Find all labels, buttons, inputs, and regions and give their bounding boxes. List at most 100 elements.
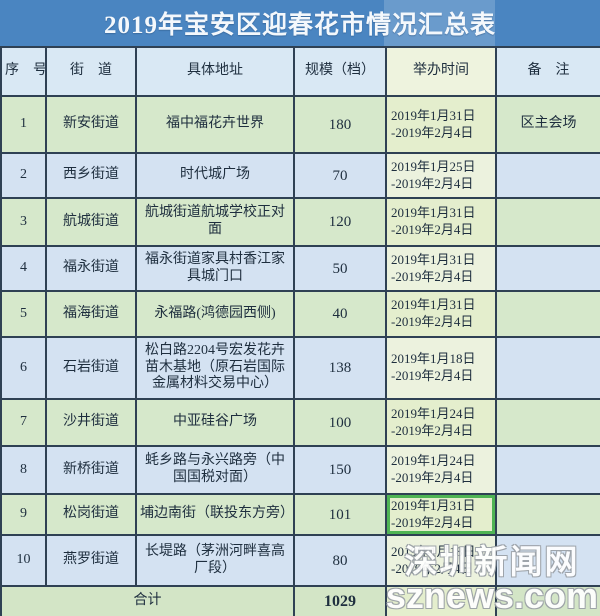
cell-address: 福中福花卉世界 — [135, 95, 295, 154]
cell-no: 2 — [0, 152, 47, 199]
time-line-2: -2019年2月4日 — [391, 560, 474, 576]
time-line-1: 2019年1月18日 — [391, 543, 476, 559]
table-row: 2 西乡街道 时代城广场 70 2019年1月25日 -2019年2月4日 — [0, 152, 600, 199]
cell-no: 7 — [0, 398, 47, 447]
cell-scale: 101 — [293, 493, 387, 536]
cell-no: 1 — [0, 95, 47, 154]
table-row: 8 新桥街道 蚝乡路与永兴路旁（中国国税对面） 150 2019年1月24日 -… — [0, 445, 600, 495]
time-line-2: -2019年2月4日 — [391, 314, 474, 329]
title-bar: 2019年宝安区迎春花市情况汇总表 — [0, 0, 600, 46]
cell-address: 中亚硅谷广场 — [135, 398, 295, 447]
cell-time: 2019年1月24日 -2019年2月4日 — [385, 445, 497, 495]
time-line-1: 2019年1月31日 — [391, 497, 476, 513]
cell-street: 新桥街道 — [45, 445, 137, 495]
cell-address: 航城街道航城学校正对面 — [135, 197, 295, 247]
cell-scale: 80 — [293, 534, 387, 587]
cell-no: 4 — [0, 245, 47, 292]
cell-scale: 180 — [293, 95, 387, 154]
cell-scale: 100 — [293, 398, 387, 447]
table-row: 7 沙井街道 中亚硅谷广场 100 2019年1月24日 -2019年2月4日 — [0, 398, 600, 447]
cell-address: 永福路(鸿德园西侧) — [135, 290, 295, 338]
time-line-2: -2019年2月4日 — [391, 470, 474, 485]
cell-no: 10 — [0, 534, 47, 587]
cell-street: 石岩街道 — [45, 336, 137, 400]
cell-remark — [495, 290, 600, 338]
table-row: 6 石岩街道 松白路2204号宏发花卉苗木基地（原石岩国际金属材料交易中心） 1… — [0, 336, 600, 400]
table-row: 10 燕罗街道 长堤路（茅洲河畔喜高厂段） 80 2019年1月18日 -201… — [0, 534, 600, 587]
cell-remark — [495, 493, 600, 536]
col-header-scale: 规模（档） — [293, 46, 387, 97]
cell-scale: 70 — [293, 152, 387, 199]
cell-time: 2019年1月31日 -2019年2月4日 — [385, 245, 497, 292]
cell-address: 埔边南街（联投东方旁） — [135, 493, 295, 536]
total-value: 1029 — [293, 585, 387, 616]
cell-time: 2019年1月31日 -2019年2月4日 — [385, 197, 497, 247]
cell-street: 航城街道 — [45, 197, 137, 247]
cell-street: 西乡街道 — [45, 152, 137, 199]
total-time-empty — [385, 585, 497, 616]
cell-no: 5 — [0, 290, 47, 338]
time-line-2: -2019年2月4日 — [391, 368, 474, 383]
cell-time: 2019年1月31日 -2019年2月4日 — [385, 95, 497, 154]
page-title: 2019年宝安区迎春花市情况汇总表 — [103, 12, 496, 39]
selected-time-cell: 2019年1月31日 -2019年2月4日 — [385, 493, 497, 536]
header-row: 序 号 街 道 具体地址 规模（档） 举办时间 备 注 — [0, 46, 600, 97]
time-line-2: -2019年2月4日 — [391, 514, 474, 530]
table-row: 4 福永街道 福永街道家具村香江家具城门口 50 2019年1月31日 -201… — [0, 245, 600, 292]
cell-address: 长堤路（茅洲河畔喜高厂段） — [135, 534, 295, 587]
cell-remark: 区主会场 — [495, 95, 600, 154]
cell-scale: 40 — [293, 290, 387, 338]
total-row: 合计 1029 — [0, 585, 600, 616]
cell-time: 2019年1月24日 -2019年2月4日 — [385, 398, 497, 447]
cell-remark — [495, 445, 600, 495]
total-label: 合计 — [0, 585, 295, 616]
summary-table: 序 号 街 道 具体地址 规模（档） 举办时间 备 注 1 新安街道 福中福花卉… — [0, 46, 600, 616]
cell-remark — [495, 336, 600, 400]
cell-no: 6 — [0, 336, 47, 400]
time-line-1: 2019年1月31日 — [391, 107, 476, 123]
col-header-time: 举办时间 — [385, 46, 497, 97]
cell-street: 新安街道 — [45, 95, 137, 154]
col-header-address: 具体地址 — [135, 46, 295, 97]
col-header-no: 序 号 — [0, 46, 47, 97]
cell-street: 沙井街道 — [45, 398, 137, 447]
cell-scale: 138 — [293, 336, 387, 400]
table-row: 5 福海街道 永福路(鸿德园西侧) 40 2019年1月31日 -2019年2月… — [0, 290, 600, 338]
cell-time: 2019年1月25日 -2019年2月4日 — [385, 152, 497, 199]
cell-street: 燕罗街道 — [45, 534, 137, 587]
cell-address: 松白路2204号宏发花卉苗木基地（原石岩国际金属材料交易中心） — [135, 336, 295, 400]
cell-address: 蚝乡路与永兴路旁（中国国税对面） — [135, 445, 295, 495]
cell-no: 3 — [0, 197, 47, 247]
cell-remark — [495, 398, 600, 447]
time-line-1: 2019年1月24日 — [391, 405, 476, 421]
time-line-1: 2019年1月31日 — [391, 297, 476, 313]
cell-scale: 50 — [293, 245, 387, 292]
cell-time: 2019年1月18日 -2019年2月4日 — [385, 534, 497, 587]
cell-street: 松岗街道 — [45, 493, 137, 536]
title-highlight-band — [384, 0, 495, 46]
cell-no: 8 — [0, 445, 47, 495]
time-line-1: 2019年1月31日 — [391, 251, 476, 267]
cell-time: 2019年1月18日 -2019年2月4日 — [385, 336, 497, 400]
time-line-2: -2019年2月4日 — [391, 422, 474, 438]
cell-street: 福海街道 — [45, 290, 137, 338]
time-line-1: 2019年1月25日 — [391, 158, 476, 174]
table-row: 9 松岗街道 埔边南街（联投东方旁） 101 2019年1月31日 -2019年… — [0, 493, 600, 536]
col-header-remark: 备 注 — [495, 46, 600, 97]
cell-remark — [495, 152, 600, 199]
cell-time: 2019年1月31日 -2019年2月4日 — [385, 290, 497, 338]
table-row: 3 航城街道 航城街道航城学校正对面 120 2019年1月31日 -2019年… — [0, 197, 600, 247]
cell-street: 福永街道 — [45, 245, 137, 292]
time-line-1: 2019年1月18日 — [391, 351, 476, 367]
cell-remark — [495, 245, 600, 292]
table-row: 1 新安街道 福中福花卉世界 180 2019年1月31日 -2019年2月4日… — [0, 95, 600, 154]
cell-no: 9 — [0, 493, 47, 536]
time-line-1: 2019年1月31日 — [391, 205, 476, 221]
time-line-2: -2019年2月4日 — [391, 222, 474, 237]
time-line-1: 2019年1月24日 — [391, 453, 476, 469]
cell-scale: 150 — [293, 445, 387, 495]
cell-address: 时代城广场 — [135, 152, 295, 199]
cell-address: 福永街道家具村香江家具城门口 — [135, 245, 295, 292]
time-line-2: -2019年2月4日 — [391, 268, 474, 284]
